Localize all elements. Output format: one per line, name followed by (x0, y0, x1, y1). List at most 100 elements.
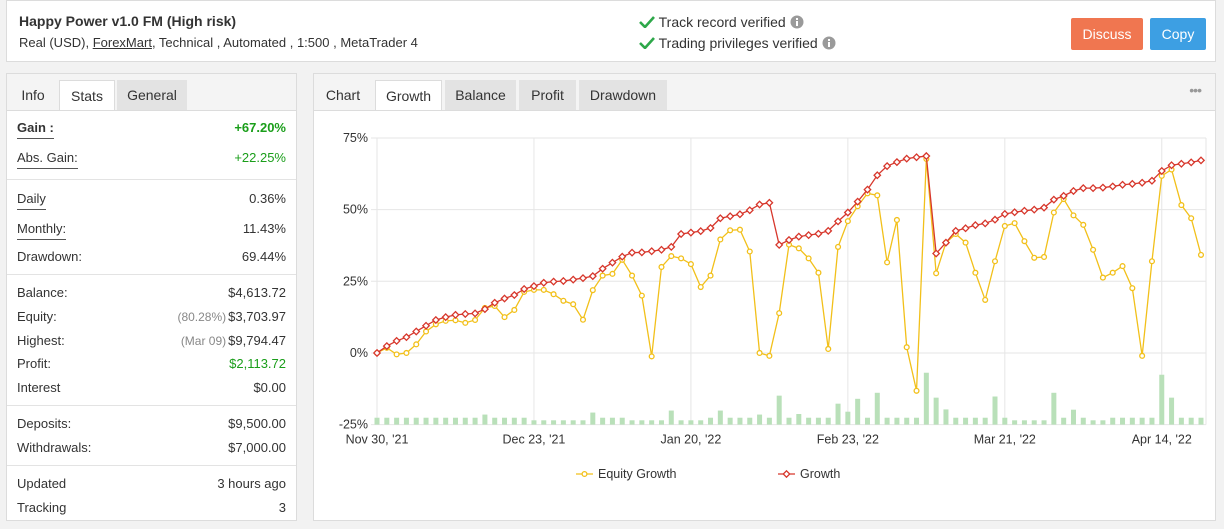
data-point (598, 264, 607, 273)
volume-bar (1110, 417, 1116, 425)
stat-value: 69.44% (241, 249, 286, 264)
stat-row: Deposits: $9,500.00 (17, 414, 286, 434)
tab[interactable]: Profit (519, 80, 576, 110)
volume-bar (953, 417, 959, 425)
data-point (451, 310, 460, 319)
data-point (511, 306, 518, 314)
volume-bar (531, 420, 537, 425)
data-point (520, 284, 529, 294)
data-point (1167, 161, 1176, 170)
volume-bar (658, 420, 664, 425)
stat-row: Abs. Gain: +22.25% (17, 148, 286, 169)
data-point (746, 248, 753, 255)
tab[interactable]: Info (21, 87, 45, 103)
stat-value: 0.36% (249, 191, 286, 206)
tab[interactable]: General (117, 80, 187, 110)
account-details: , Technical , Automated , 1:500 , MetaTr… (151, 35, 418, 50)
stat-label: Drawdown: (17, 249, 83, 264)
volume-bar (972, 417, 978, 425)
volume-bar (570, 420, 576, 425)
data-point (717, 236, 724, 243)
verified-item: Track record verified (639, 14, 804, 30)
stat-value: 3 hours ago (217, 476, 286, 491)
data-point (912, 153, 921, 162)
stat-value: $0.00 (253, 380, 286, 395)
data-point (902, 154, 911, 163)
data-point (1031, 254, 1038, 261)
volume-bar (551, 420, 557, 425)
tab-active[interactable]: Growth (375, 80, 442, 110)
stat-label: Daily (17, 189, 46, 210)
volume-bar (374, 417, 380, 425)
volume-bar (914, 417, 920, 425)
volume-bar (855, 398, 861, 425)
volume-bar (1120, 417, 1126, 425)
menu-button[interactable]: ••• (1189, 82, 1202, 98)
broker-link[interactable]: ForexMart (92, 35, 152, 50)
separator (7, 405, 296, 406)
data-point (480, 304, 490, 314)
volume-bar (1070, 409, 1076, 425)
data-point (874, 192, 881, 199)
data-point (834, 243, 842, 250)
discuss-button[interactable]: Discuss (1071, 18, 1143, 50)
y-tick-label: 50% (343, 203, 368, 217)
data-point (413, 341, 420, 348)
data-point (627, 248, 637, 257)
data-point (599, 272, 606, 279)
tab[interactable]: Balance (445, 80, 516, 110)
legend-marker (581, 470, 588, 478)
stat-row: Balance: $4,613.72 (17, 283, 286, 303)
volume-bar (580, 420, 586, 425)
data-point (745, 206, 754, 215)
stat-note: (Mar 09) (180, 334, 227, 348)
data-point (578, 274, 588, 283)
y-tick-label: -25% (339, 418, 368, 432)
data-point (776, 310, 783, 317)
data-point (470, 309, 480, 318)
data-point (707, 272, 714, 279)
stat-value: +67.20% (234, 120, 286, 135)
volume-bar (1031, 420, 1037, 425)
tab-bar: Chart Growth Balance Profit Drawdown ••• (314, 74, 1215, 111)
stat-value: 3 (278, 500, 286, 515)
chart: -25% 0% 25% 50% 75% Nov 30, '21 Dec 23, '21 Jan… (339, 131, 1207, 481)
info-icon[interactable] (822, 36, 836, 50)
account-info: Real (USD), ForexMart, Technical , Autom… (19, 35, 418, 50)
x-tick-label: Dec 23, '21 (503, 433, 566, 447)
data-point (727, 227, 734, 234)
tab[interactable]: Drawdown (579, 80, 667, 110)
data-point (991, 258, 999, 265)
stat-value: $4,613.72 (228, 285, 286, 300)
volume-bar (590, 412, 596, 425)
data-point (1021, 238, 1028, 245)
data-point (893, 216, 900, 224)
data-point (726, 212, 735, 221)
x-tick-label: Apr 14, '22 (1132, 433, 1192, 447)
volume-bar (688, 420, 694, 425)
info-icon[interactable] (790, 15, 804, 29)
volume-bar (757, 414, 763, 425)
data-point (1196, 156, 1206, 165)
data-point (1050, 209, 1057, 216)
data-point (1088, 184, 1098, 193)
volume-bar (1149, 417, 1155, 425)
volume-bar (600, 417, 606, 425)
data-point (1148, 258, 1156, 265)
volume-bar (1080, 417, 1086, 425)
y-tick-label: 25% (343, 274, 368, 288)
volume-bar (502, 417, 508, 425)
volume-bar (933, 397, 939, 425)
data-point (392, 336, 401, 346)
stat-value: $2,113.72 (229, 356, 286, 371)
tab-active[interactable]: Stats (59, 80, 115, 110)
data-point (1090, 246, 1097, 253)
data-point (403, 349, 410, 357)
volume-bar (864, 417, 870, 425)
data-point (539, 278, 548, 287)
data-point (863, 185, 872, 194)
copy-button[interactable]: Copy (1150, 18, 1206, 50)
data-point (1118, 180, 1127, 189)
stat-row: Highest: (Mar 09) $9,794.47 (17, 331, 286, 351)
